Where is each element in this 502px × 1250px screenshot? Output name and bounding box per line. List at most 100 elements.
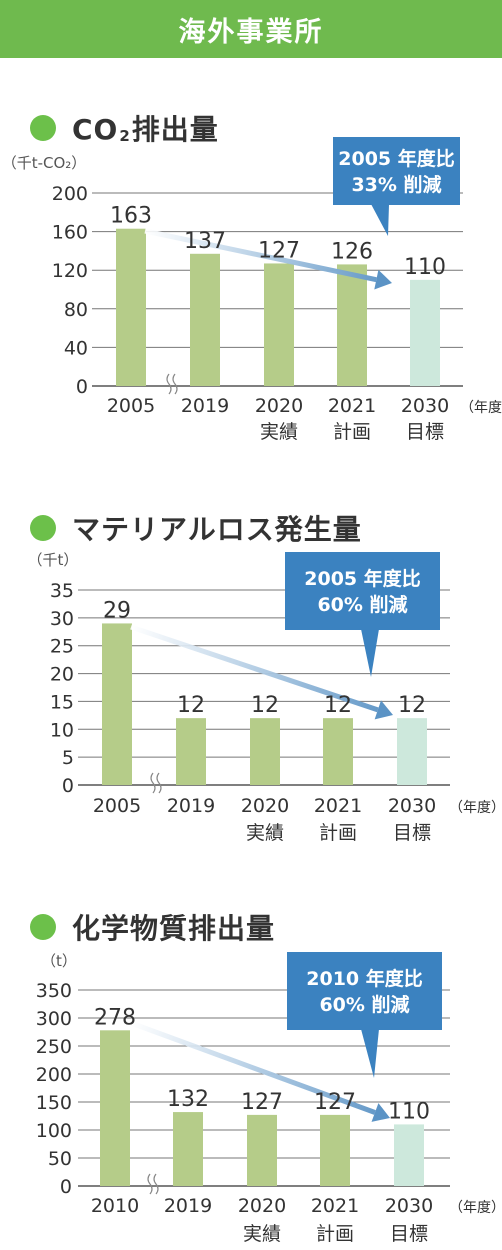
callout-text: 60% 削減 bbox=[319, 993, 409, 1016]
x-unit-label: （年度） bbox=[449, 800, 502, 816]
co2-section-header: CO2排出量 bbox=[30, 108, 219, 148]
bar-value-label: 163 bbox=[110, 204, 152, 229]
trend-arrow bbox=[130, 624, 379, 713]
x-tick-sublabel: 実績 bbox=[243, 1223, 281, 1245]
bar-value-label: 29 bbox=[103, 598, 131, 623]
trend-arrow-head bbox=[374, 700, 393, 720]
material-loss-chart-title: マテリアルロス発生量 bbox=[72, 513, 362, 546]
chemical-chart-title: 化学物質排出量 bbox=[72, 912, 276, 945]
bar-value-label: 132 bbox=[167, 1087, 209, 1112]
bar-value-label: 127 bbox=[314, 1090, 356, 1115]
callout-tail bbox=[361, 629, 379, 677]
bar-value-label: 12 bbox=[324, 693, 352, 718]
bar-value-label: 110 bbox=[404, 255, 446, 280]
x-tick-label: 2020 bbox=[241, 795, 289, 817]
banner-title: 海外事業所 bbox=[178, 16, 324, 48]
callout-text: 33% 削減 bbox=[351, 173, 441, 196]
bar bbox=[323, 718, 353, 785]
bullet-dot-icon bbox=[30, 515, 56, 541]
callout-text: 60% 削減 bbox=[317, 593, 407, 616]
bullet-dot-icon bbox=[30, 914, 56, 940]
x-tick-sublabel: 目標 bbox=[390, 1223, 428, 1245]
axis-break-icon bbox=[150, 772, 162, 794]
callout-box bbox=[285, 552, 440, 630]
y-tick-label: 350 bbox=[36, 980, 72, 1002]
x-tick-label: 2005 bbox=[93, 795, 141, 817]
y-unit-label: （千t） bbox=[28, 551, 79, 569]
bar bbox=[247, 1114, 277, 1186]
bar-value-label: 278 bbox=[94, 1005, 136, 1030]
bar bbox=[250, 718, 280, 785]
x-tick-label: 2030 bbox=[401, 395, 449, 417]
y-tick-label: 0 bbox=[62, 775, 74, 797]
bar bbox=[264, 263, 294, 386]
y-tick-label: 200 bbox=[52, 183, 88, 205]
y-tick-label: 100 bbox=[36, 1120, 72, 1142]
y-tick-label: 300 bbox=[36, 1008, 72, 1030]
callout-box bbox=[287, 952, 442, 1030]
y-tick-label: 250 bbox=[36, 1036, 72, 1058]
bar-value-label: 127 bbox=[258, 238, 300, 263]
trend-arrow-head bbox=[374, 269, 392, 290]
x-tick-sublabel: 目標 bbox=[393, 822, 431, 844]
axis-break-icon bbox=[166, 373, 178, 395]
bar bbox=[337, 264, 367, 386]
co2-bar-chart: （千t-CO₂） 0 40 80 120 160 200 163 137 127 126 110 200… bbox=[2, 137, 502, 443]
x-tick-label: 2030 bbox=[388, 795, 436, 817]
y-tick-label: 120 bbox=[52, 260, 88, 282]
y-tick-label: 15 bbox=[50, 691, 74, 713]
axis-break-icon bbox=[147, 1173, 159, 1195]
bar bbox=[190, 253, 220, 386]
x-tick-label: 2030 bbox=[385, 1195, 433, 1217]
bar bbox=[116, 228, 146, 386]
bar bbox=[176, 718, 206, 785]
x-unit-label: （年度） bbox=[460, 400, 502, 416]
x-unit-label: （年度） bbox=[449, 1200, 502, 1216]
callout-tail bbox=[371, 204, 389, 236]
y-tick-label: 150 bbox=[36, 1092, 72, 1114]
x-tick-label: 2019 bbox=[167, 795, 215, 817]
x-tick-label: 2021 bbox=[328, 395, 376, 417]
callout-text: 2005 年度比 bbox=[338, 147, 455, 170]
bar bbox=[320, 1114, 350, 1186]
section-banner: 海外事業所 bbox=[0, 0, 502, 58]
x-tick-label: 2019 bbox=[181, 395, 229, 417]
target-bar bbox=[397, 718, 427, 785]
y-tick-label: 0 bbox=[76, 376, 88, 398]
x-tick-label: 2019 bbox=[164, 1195, 212, 1217]
y-tick-label: 200 bbox=[36, 1064, 72, 1086]
x-tick-sublabel: 実績 bbox=[260, 421, 298, 443]
y-tick-label: 50 bbox=[48, 1148, 72, 1170]
trend-arrow bbox=[144, 228, 377, 283]
x-tick-label: 2010 bbox=[91, 1195, 139, 1217]
y-tick-label: 40 bbox=[64, 337, 88, 359]
bar-value-label: 126 bbox=[331, 239, 373, 264]
bar-value-label: 12 bbox=[177, 693, 205, 718]
callout-text: 2005 年度比 bbox=[304, 567, 421, 590]
x-tick-label: 2005 bbox=[107, 395, 155, 417]
callout-text: 2010 年度比 bbox=[306, 967, 423, 990]
material-loss-section-header: マテリアルロス発生量 bbox=[30, 508, 362, 548]
bar-value-label: 137 bbox=[184, 229, 226, 254]
x-tick-label: 2020 bbox=[255, 395, 303, 417]
bar-value-label: 110 bbox=[388, 1099, 430, 1124]
bullet-dot-icon bbox=[30, 115, 56, 141]
target-bar bbox=[410, 279, 440, 386]
y-tick-label: 5 bbox=[62, 747, 74, 769]
bar bbox=[100, 1030, 130, 1186]
x-tick-sublabel: 計画 bbox=[319, 822, 357, 844]
y-unit-label: （千t-CO₂） bbox=[2, 154, 87, 172]
co2-chart-title: CO2排出量 bbox=[72, 113, 219, 146]
x-tick-label: 2021 bbox=[314, 795, 362, 817]
bar-value-label: 127 bbox=[241, 1090, 283, 1115]
x-tick-sublabel: 目標 bbox=[406, 421, 444, 443]
bar bbox=[173, 1112, 203, 1186]
y-tick-label: 160 bbox=[52, 222, 88, 244]
x-tick-label: 2020 bbox=[238, 1195, 286, 1217]
y-tick-label: 25 bbox=[50, 636, 74, 658]
material-loss-bar-chart: （千t） 0 5 10 15 20 25 30 35 29 12 12 12 12 2005 2019 2020… bbox=[28, 551, 502, 844]
bar bbox=[102, 623, 132, 785]
y-tick-label: 0 bbox=[60, 1176, 72, 1198]
trend-arrow bbox=[130, 1020, 376, 1115]
